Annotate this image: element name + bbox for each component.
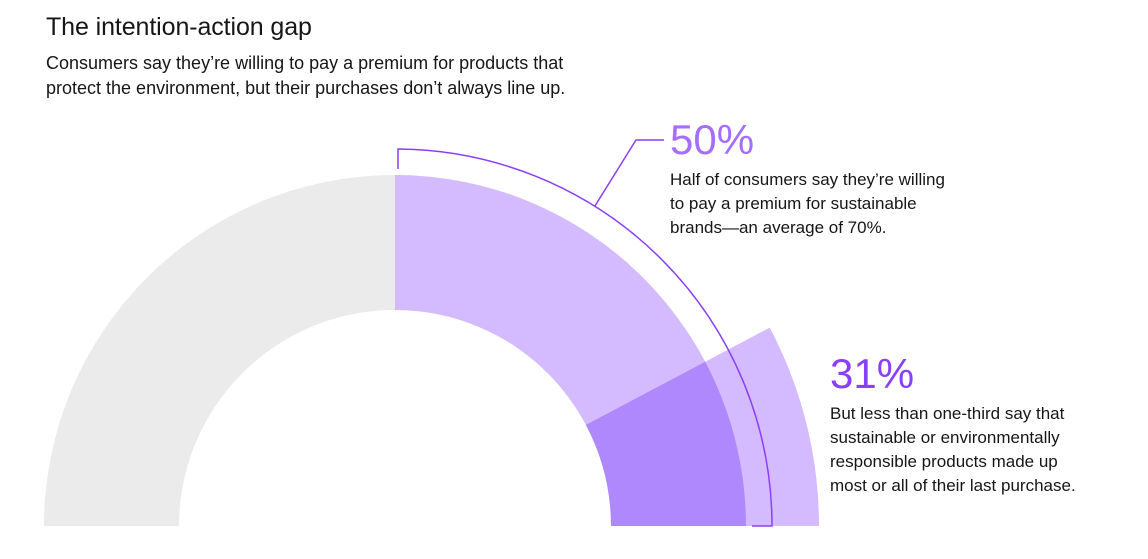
subtitle-line: protect the environment, but their purch… <box>46 78 566 98</box>
callout-willing-description: Half of consumers say they’re willing to… <box>670 168 945 240</box>
purchased-segment-arc <box>585 361 746 526</box>
chart-title: The intention-action gap <box>46 13 312 41</box>
description-line: sustainable or environmentally <box>830 428 1060 447</box>
callout-50-leader-line <box>594 139 664 207</box>
callout-purchased-value: 31% <box>830 350 915 397</box>
description-line: to pay a premium for sustainable <box>670 194 917 213</box>
subtitle-line: Consumers say they’re willing to pay a p… <box>46 53 564 73</box>
callout-purchased-description: But less than one-third say that sustain… <box>830 402 1076 498</box>
description-line: brands—an average of 70%. <box>670 218 887 237</box>
chart-subtitle: Consumers say they’re willing to pay a p… <box>46 51 686 101</box>
description-line: Half of consumers say they’re willing <box>670 170 945 189</box>
description-line: most or all of their last purchase. <box>830 476 1076 495</box>
callout-willing: 50% Half of consumers say they’re willin… <box>670 118 945 240</box>
willing-bracket-line <box>397 148 773 527</box>
description-line: But less than one-third say that <box>830 404 1065 423</box>
description-line: responsible products made up <box>830 452 1058 471</box>
callout-willing-value: 50% <box>670 116 755 163</box>
callout-purchased: 31% But less than one-third say that sus… <box>830 352 1076 498</box>
purchased-segment-outer-band <box>704 327 819 526</box>
